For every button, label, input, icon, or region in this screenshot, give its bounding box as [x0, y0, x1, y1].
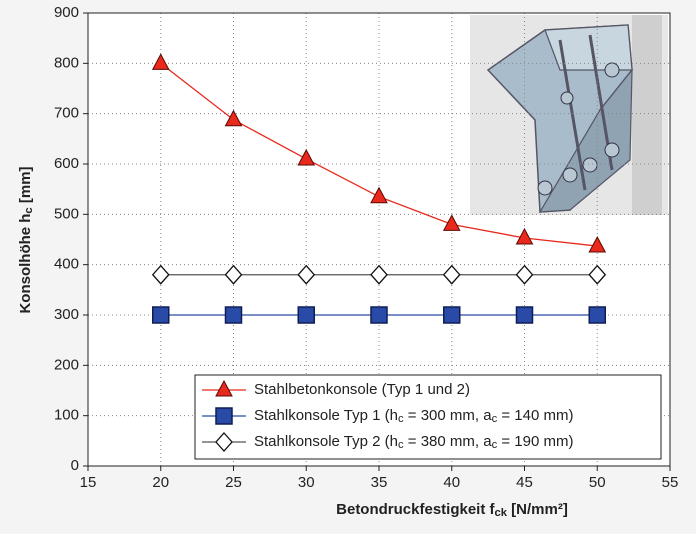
- marker: [153, 307, 169, 323]
- marker: [226, 307, 242, 323]
- legend-label: Stahlkonsole Typ 2 (hc = 380 mm, ac = 19…: [254, 433, 573, 451]
- x-tick-label: 20: [152, 474, 169, 491]
- x-tick-label: 55: [662, 474, 679, 491]
- y-axis-label: Konsolhöhe hc [mm]: [17, 166, 35, 313]
- x-tick-label: 40: [443, 474, 460, 491]
- y-tick-label: 200: [54, 356, 79, 373]
- y-tick-label: 500: [54, 205, 79, 222]
- marker: [517, 307, 533, 323]
- chart: Betondruckfestigkeit fck [N/mm²] Konsolh…: [0, 0, 696, 534]
- marker: [298, 307, 314, 323]
- subscript: ck: [495, 507, 508, 519]
- y-tick-label: 800: [54, 54, 79, 71]
- y-tick-label: 700: [54, 105, 79, 122]
- text-part: = 380 mm, a: [404, 433, 493, 450]
- text-part: Betondruckfestigkeit f: [336, 501, 495, 518]
- legend: Stahlbetonkonsole (Typ 1 und 2) Stahlkons…: [195, 375, 661, 459]
- x-axis-label: Betondruckfestigkeit fck [N/mm²]: [336, 501, 568, 519]
- marker: [444, 307, 460, 323]
- marker: [371, 307, 387, 323]
- text-part: = 300 mm, a: [404, 407, 493, 424]
- text-part: Stahlbetonkonsole (Typ 1 und 2): [254, 381, 470, 398]
- text-part: = 140 mm): [497, 407, 573, 424]
- text-part: Stahlkonsole Typ 2 (h: [254, 433, 398, 450]
- y-tick-label: 900: [54, 4, 79, 21]
- text-part: = 190 mm): [497, 433, 573, 450]
- y-tick-label: 100: [54, 407, 79, 424]
- text-part: Stahlkonsole Typ 1 (h: [254, 407, 398, 424]
- x-tick-label: 30: [298, 474, 315, 491]
- y-tick-label: 300: [54, 306, 79, 323]
- legend-label: Stahlbetonkonsole (Typ 1 und 2): [254, 381, 470, 398]
- x-tick-label: 25: [225, 474, 242, 491]
- bracket-illustration: [470, 15, 668, 215]
- x-tick-label: 35: [371, 474, 388, 491]
- text-part: [mm]: [17, 166, 34, 207]
- y-tick-label: 0: [71, 457, 79, 474]
- marker: [216, 408, 232, 424]
- y-tick-label: 400: [54, 256, 79, 273]
- legend-label: Stahlkonsole Typ 1 (hc = 300 mm, ac = 14…: [254, 407, 573, 425]
- y-tick-label: 600: [54, 155, 79, 172]
- x-tick-label: 15: [80, 474, 97, 491]
- text-part: [N/mm²]: [507, 501, 568, 518]
- x-tick-label: 50: [589, 474, 606, 491]
- x-tick-label: 45: [516, 474, 533, 491]
- text-part: Konsolhöhe h: [17, 214, 34, 314]
- marker: [589, 307, 605, 323]
